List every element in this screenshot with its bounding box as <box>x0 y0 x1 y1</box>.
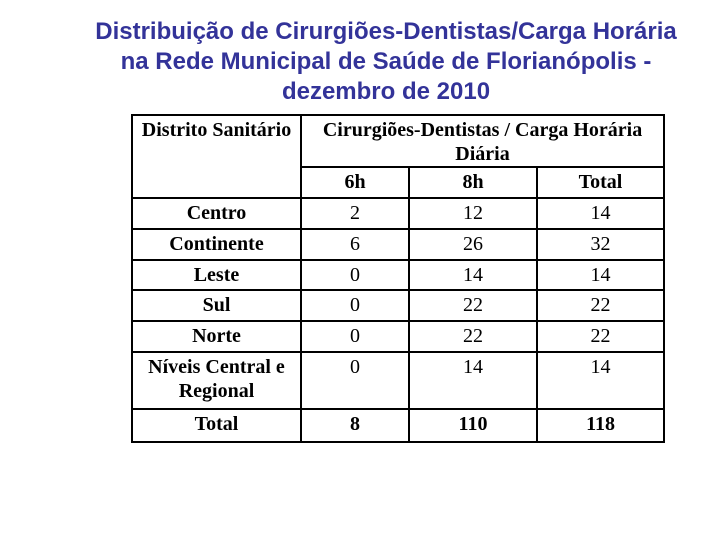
slide-title-line-2: na Rede Municipal de Saúde de Florianópo… <box>120 48 652 75</box>
row-label: Norte <box>131 320 302 353</box>
cell-6h: 6 <box>300 228 410 261</box>
table-header-row-1: Distrito Sanitário Cirurgiões-Dentistas … <box>131 114 666 199</box>
row-label: Total <box>131 408 302 443</box>
dentists-workload-table: Distrito Sanitário Cirurgiões-Dentistas … <box>131 114 666 443</box>
slide-title-line-1: Distribuição de Cirurgiões-Dentistas/Car… <box>95 18 677 45</box>
cell-8h: 22 <box>408 289 538 322</box>
slide-title-line-3: dezembro de 2010 <box>281 78 491 105</box>
cell-total: 14 <box>535 351 666 410</box>
table-row-norte: Norte 0 22 22 <box>131 320 666 353</box>
table-row-total: Total 8 110 118 <box>131 408 666 443</box>
header-8h: 8h <box>408 166 538 199</box>
cell-total: 14 <box>535 197 666 230</box>
header-6h: 6h <box>300 166 410 199</box>
table-row-sul: Sul 0 22 22 <box>131 289 666 322</box>
cell-8h: 110 <box>408 408 538 443</box>
cell-8h: 12 <box>408 197 538 230</box>
row-label: Níveis Central e Regional <box>131 351 302 410</box>
cell-6h: 2 <box>300 197 410 230</box>
table-header-row-2: 6h 8h Total <box>132 166 666 199</box>
header-distrito-sanitario: Distrito Sanitário <box>131 114 302 199</box>
cell-8h: 14 <box>408 259 538 291</box>
cell-total: 118 <box>535 408 666 443</box>
row-label: Leste <box>131 259 302 291</box>
cell-total: 32 <box>535 228 666 261</box>
cell-total: 22 <box>535 320 666 353</box>
cell-6h: 0 <box>300 259 410 291</box>
table-row-continente: Continente 6 26 32 <box>131 228 666 261</box>
cell-total: 22 <box>535 289 666 322</box>
slide-title: Distribuição de Cirurgiões-Dentistas/Car… <box>54 17 718 107</box>
header-group-carga-horaria: Cirurgiões-Dentistas / Carga Horária Diá… <box>299 114 666 168</box>
header-total: Total <box>535 166 666 199</box>
cell-6h: 0 <box>300 289 410 322</box>
cell-8h: 26 <box>408 228 538 261</box>
table-row-leste: Leste 0 14 14 <box>131 259 666 291</box>
cell-total: 14 <box>535 259 666 291</box>
row-label: Sul <box>131 289 302 322</box>
cell-6h: 0 <box>300 320 410 353</box>
cell-8h: 22 <box>408 320 538 353</box>
cell-6h: 0 <box>300 351 410 410</box>
table-row-niveis-central-regional: Níveis Central e Regional 0 14 14 <box>131 351 666 410</box>
row-label: Centro <box>131 197 302 230</box>
table-row-centro: Centro 2 12 14 <box>131 197 666 230</box>
cell-8h: 14 <box>408 351 538 410</box>
cell-6h: 8 <box>300 408 410 443</box>
row-label: Continente <box>131 228 302 261</box>
